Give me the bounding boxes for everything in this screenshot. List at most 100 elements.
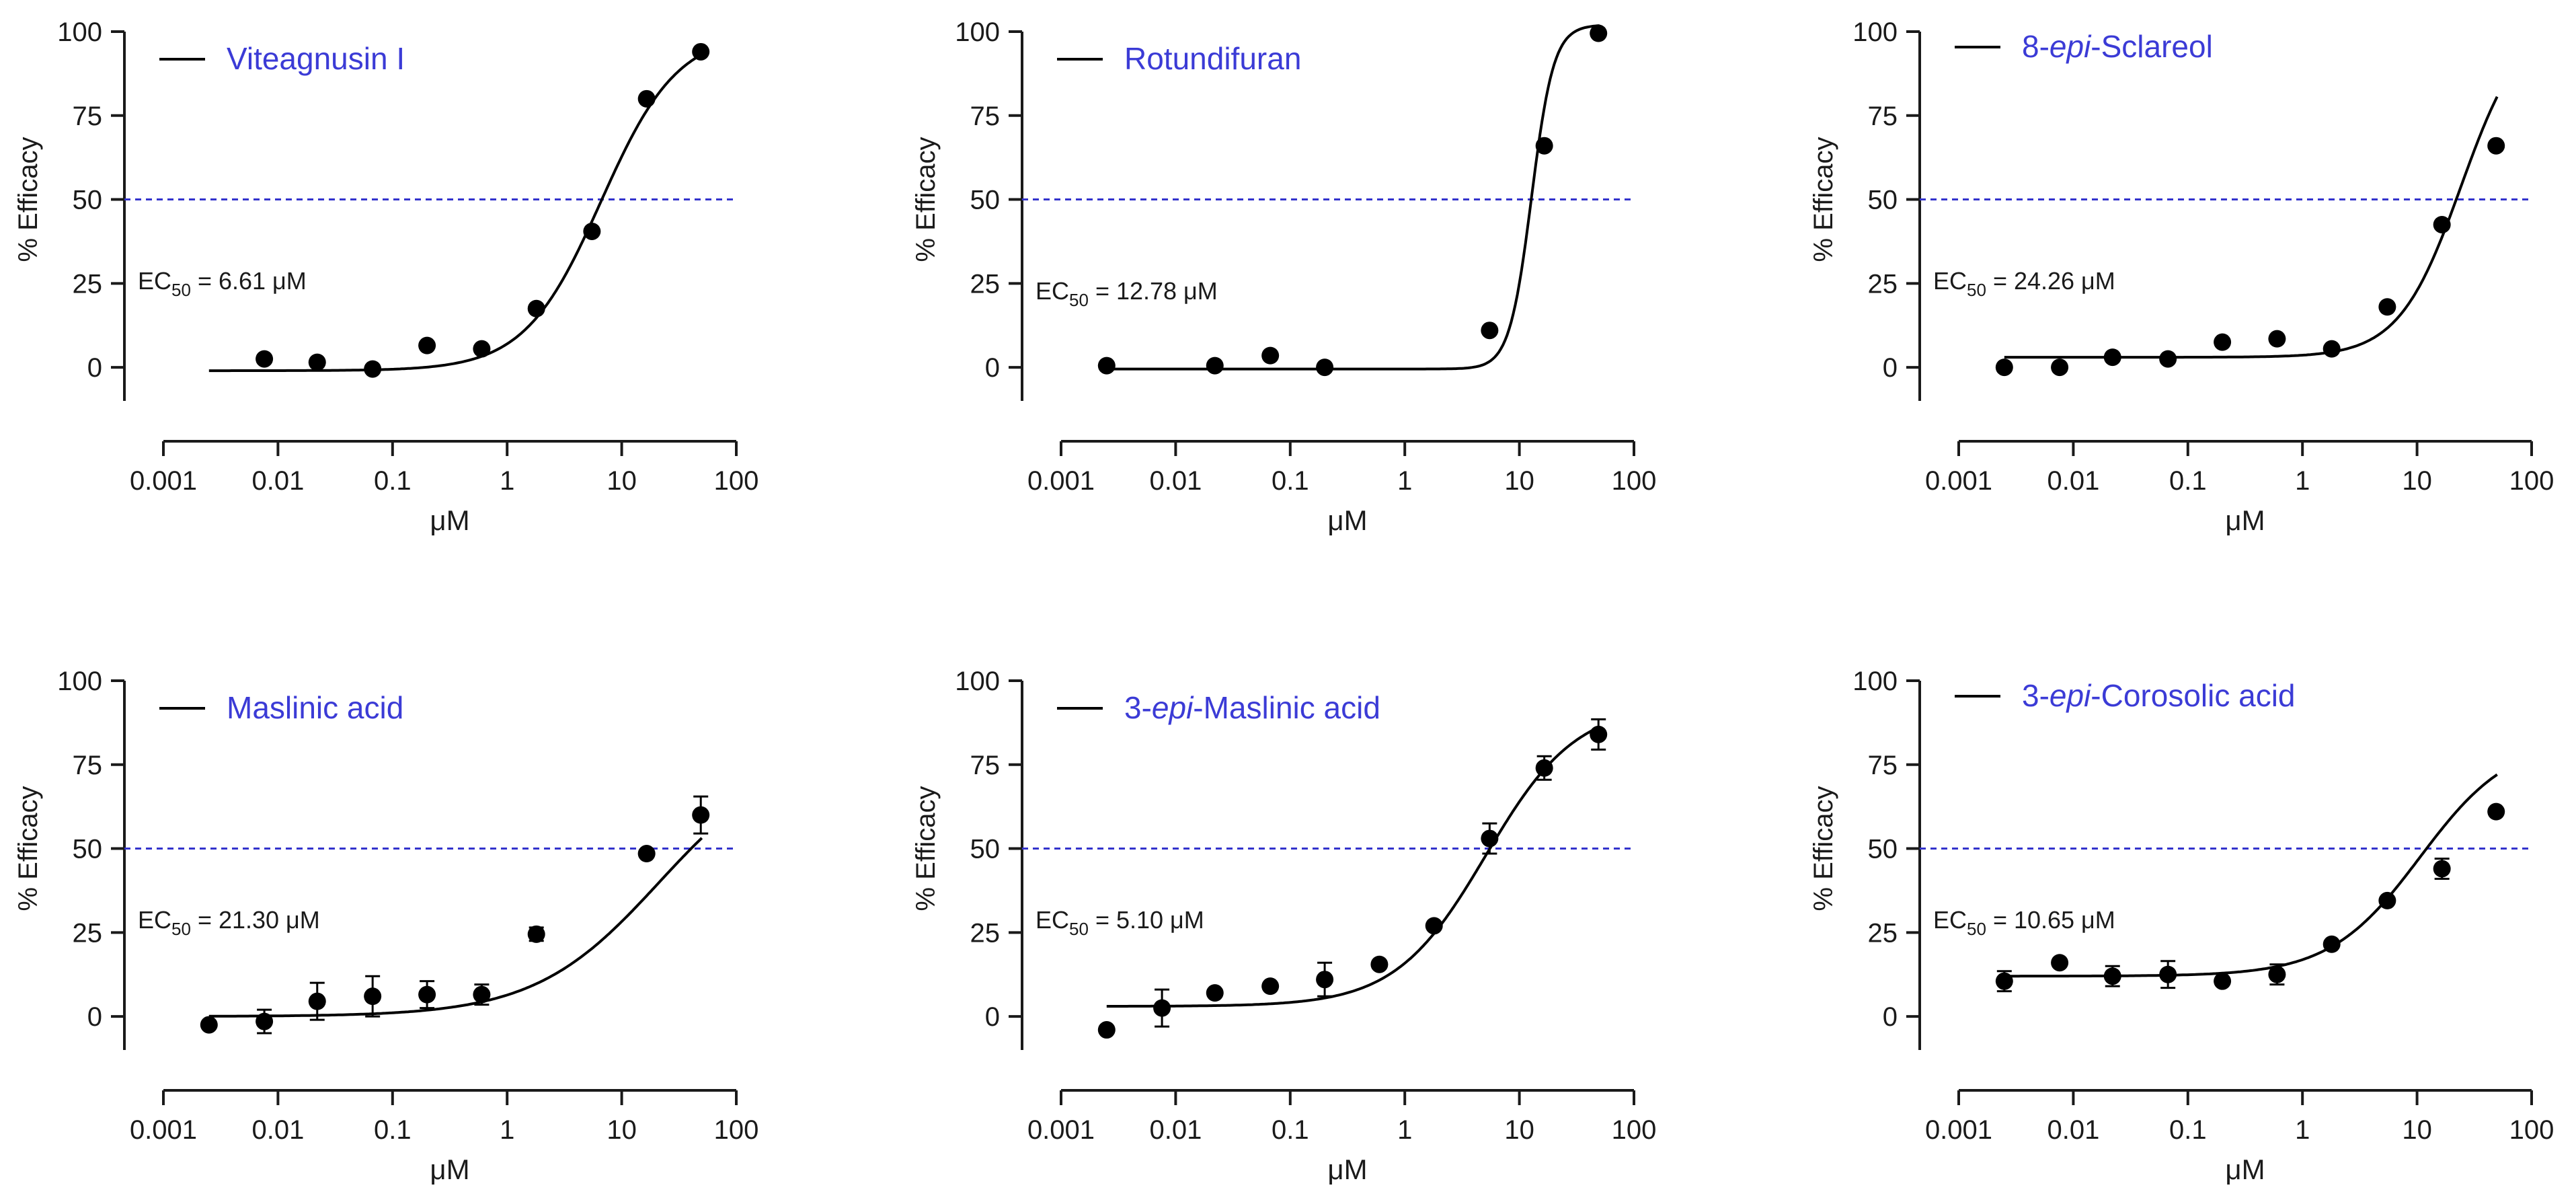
data-point	[2378, 298, 2396, 316]
y-tick-label: 0	[985, 353, 1000, 383]
data-point	[1097, 357, 1116, 375]
x-tick-label: 0.001	[130, 466, 197, 496]
x-tick-label: 100	[714, 1115, 759, 1145]
x-tick-label: 1	[1397, 1115, 1412, 1145]
y-tick-label: 0	[1883, 353, 1898, 383]
y-tick-label: 100	[955, 17, 1000, 47]
y-tick-label: 75	[73, 751, 103, 780]
data-point	[1481, 322, 1499, 340]
x-tick-label: 0.01	[2047, 466, 2099, 496]
y-tick-label: 100	[57, 667, 102, 696]
y-tick-label: 25	[1868, 918, 1898, 948]
data-point	[2051, 359, 2069, 377]
x-tick-label: 0.1	[1272, 1115, 1309, 1145]
y-tick-label: 75	[970, 751, 1001, 780]
legend-label-part: -Sclareol	[2091, 29, 2213, 64]
ec50-prefix: EC	[1933, 267, 1967, 295]
y-tick-label: 100	[1852, 667, 1898, 696]
data-point	[2103, 348, 2121, 367]
chart-panel-5: 0 25 50 75 100 % Efficacy 0.001 0.01 0.1 1 10 100 μM…	[911, 667, 1656, 1185]
legend-label-italic-part: epi	[2050, 678, 2092, 713]
y-axis-label: % Efficacy	[13, 137, 43, 262]
ec50-value: = 21.30 μM	[191, 906, 320, 934]
legend-label-italic-part: epi	[1152, 690, 1194, 725]
y-tick-label: 25	[970, 269, 1001, 299]
data-point	[2103, 967, 2121, 985]
y-axis-label: % Efficacy	[911, 786, 941, 911]
data-point	[1261, 346, 1280, 365]
legend-label-part: Viteagnusin I	[227, 41, 405, 76]
x-tick-label: 100	[714, 466, 759, 496]
data-point	[637, 89, 656, 108]
data-point	[692, 806, 710, 824]
data-point	[418, 336, 436, 354]
chart-panel-2: 0 25 50 75 100 % Efficacy 0.001 0.01 0.1 1 10 100 μM…	[911, 17, 1656, 536]
data-point	[2051, 954, 2069, 972]
y-tick-label: 0	[1883, 1002, 1898, 1032]
y-tick-label: 0	[87, 1002, 102, 1032]
data-point	[2214, 972, 2232, 990]
y-tick-label: 50	[1868, 186, 1898, 215]
x-tick-label: 100	[2509, 1115, 2554, 1145]
x-tick-label: 1	[500, 466, 514, 496]
legend-label: 3-epi-Maslinic acid	[1124, 690, 1380, 725]
ec50-label: EC50 = 5.10 μM	[1036, 906, 1204, 939]
data-point	[1097, 1021, 1116, 1039]
legend-label-part: 3-	[1124, 690, 1152, 725]
ec50-prefix: EC	[138, 267, 171, 295]
y-tick-label: 100	[1852, 17, 1898, 47]
y-tick-label: 0	[985, 1002, 1000, 1032]
ec50-subscript: 50	[1967, 280, 1986, 300]
data-point	[583, 222, 601, 240]
x-axis-label: μM	[1327, 504, 1367, 536]
y-axis-label: % Efficacy	[1809, 137, 1838, 262]
data-point	[2214, 333, 2232, 351]
ec50-label: EC50 = 6.61 μM	[138, 267, 307, 300]
legend-label-italic-part: epi	[2050, 29, 2092, 64]
y-tick-label: 75	[73, 102, 103, 131]
y-tick-label: 50	[970, 835, 1001, 864]
y-tick-label: 75	[970, 102, 1001, 131]
x-tick-label: 1	[1397, 466, 1412, 496]
data-point	[1995, 972, 2013, 990]
data-point	[1153, 999, 1171, 1017]
ec50-value: = 5.10 μM	[1089, 906, 1204, 934]
x-tick-label: 10	[607, 466, 637, 496]
ec50-label: EC50 = 21.30 μM	[138, 906, 320, 939]
ec50-subscript: 50	[171, 280, 191, 300]
data-point	[2159, 350, 2177, 368]
x-tick-label: 1	[500, 1115, 514, 1145]
ec50-subscript: 50	[1069, 919, 1089, 939]
fit-curve	[2004, 96, 2499, 359]
data-point	[418, 985, 436, 1004]
ec50-label: EC50 = 12.78 μM	[1036, 277, 1218, 310]
ec50-prefix: EC	[1933, 906, 1967, 934]
y-tick-label: 25	[73, 269, 103, 299]
x-axis-label: μM	[430, 504, 469, 536]
data-point	[527, 299, 545, 317]
y-tick-label: 50	[73, 186, 103, 215]
y-tick-label: 100	[955, 667, 1000, 696]
ec50-subscript: 50	[1967, 919, 1986, 939]
y-tick-label: 0	[87, 353, 102, 383]
data-point	[527, 925, 545, 943]
x-tick-label: 10	[2402, 1115, 2432, 1145]
y-axis-label: % Efficacy	[911, 137, 941, 262]
data-point	[1316, 359, 1334, 377]
y-axis-label: % Efficacy	[13, 786, 43, 911]
x-axis-label: μM	[1327, 1154, 1367, 1185]
x-tick-label: 0.001	[1925, 1115, 1992, 1145]
data-point	[1481, 829, 1499, 848]
x-tick-label: 0.001	[1027, 466, 1095, 496]
x-tick-label: 0.01	[1149, 466, 1202, 496]
chart-panel-1: 0 25 50 75 100 % Efficacy 0.001 0.01 0.1 1 10 100 μM…	[13, 17, 758, 536]
data-point	[637, 845, 656, 863]
data-point	[1535, 759, 1553, 777]
ec50-label: EC50 = 24.26 μM	[1933, 267, 2115, 300]
y-tick-label: 25	[970, 918, 1001, 948]
legend-label: Maslinic acid	[227, 690, 403, 725]
data-point	[2323, 935, 2341, 953]
data-point	[1425, 917, 1443, 935]
y-tick-label: 50	[73, 835, 103, 864]
x-tick-label: 0.1	[2169, 466, 2207, 496]
